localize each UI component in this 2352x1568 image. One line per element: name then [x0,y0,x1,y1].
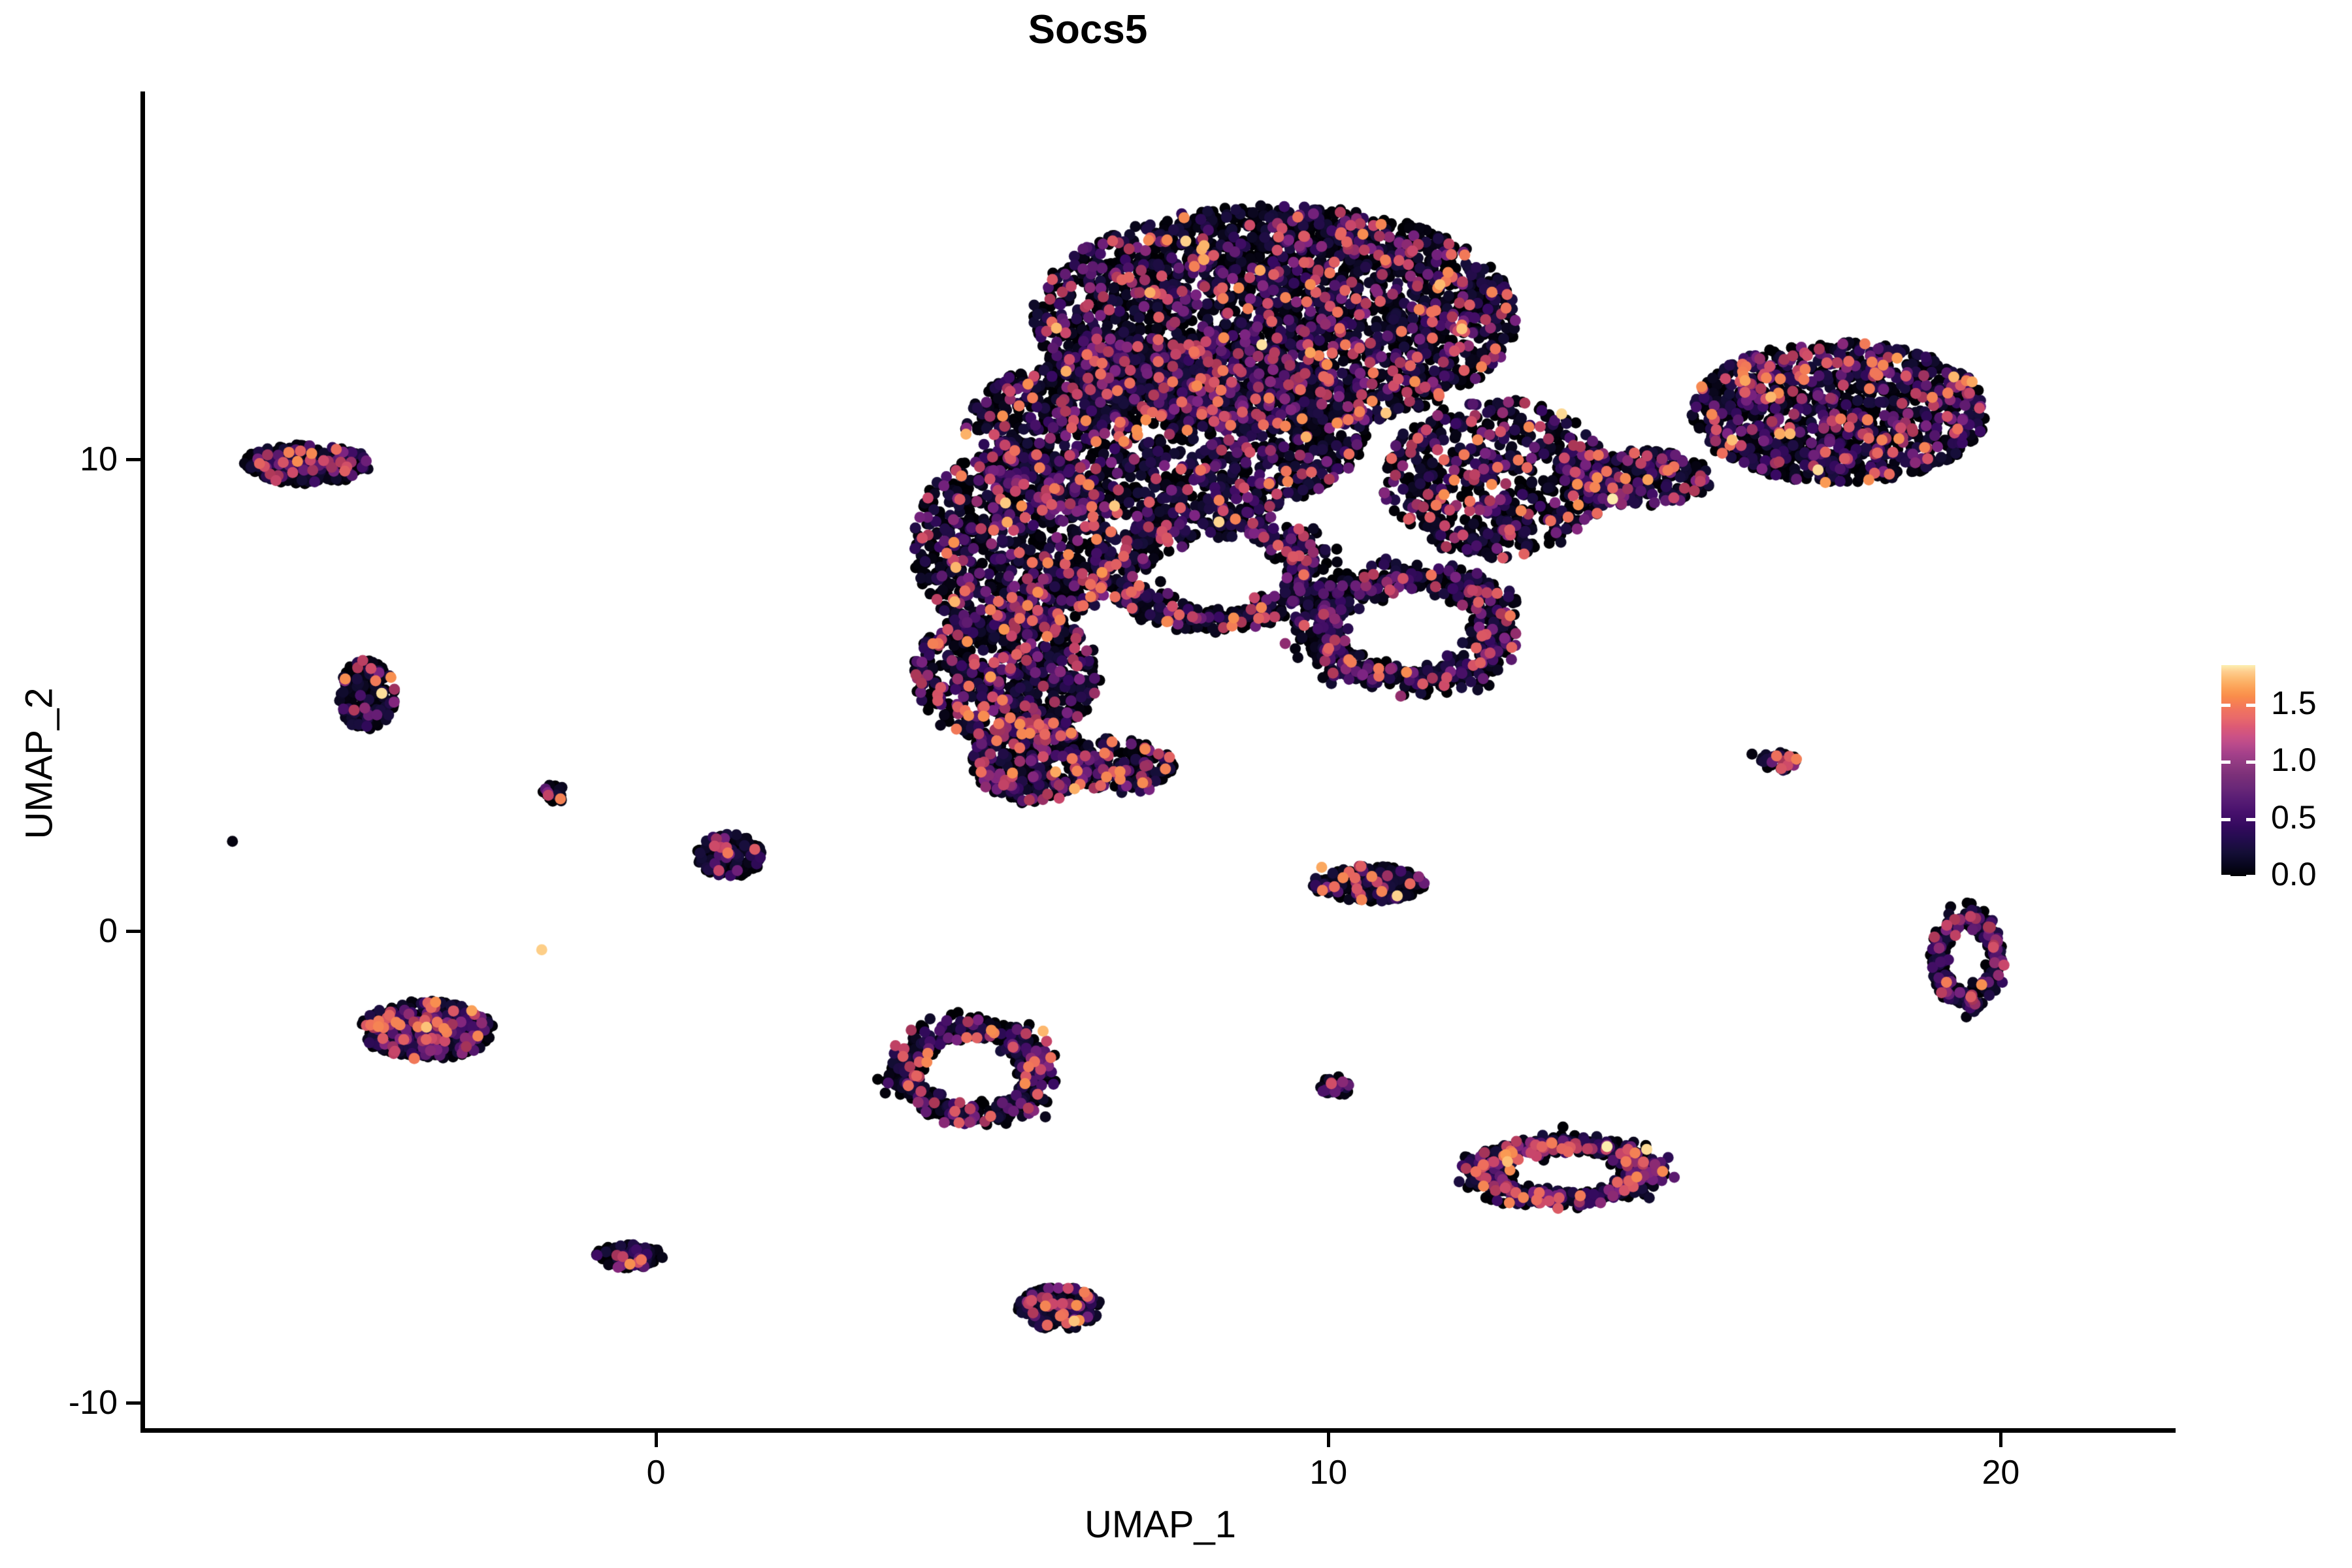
x-tick [1327,1433,1331,1447]
y-axis-line [140,91,145,1433]
colorbar-tick [2246,817,2255,821]
y-tick-label: 0 [99,911,118,950]
colorbar-tick [2246,760,2255,764]
y-tick [126,929,140,933]
colorbar-legend: 0.0 0.5 1.0 1.5 [2221,665,2352,926]
page-title: Socs5 [1028,7,1148,52]
colorbar-tick [2221,875,2230,878]
colorbar-tick-label: 0.0 [2271,856,2317,892]
colorbar-tick [2221,760,2230,764]
colorbar-tick [2221,704,2230,708]
colorbar-tick [2246,704,2255,708]
colorbar-tick [2246,875,2255,878]
y-tick-label: -10 [68,1383,118,1422]
x-tick [1999,1433,2003,1447]
colorbar-tick-label: 1.5 [2271,685,2317,722]
colorbar-gradient [2221,665,2255,876]
x-tick-label: 0 [646,1454,666,1492]
x-tick-label: 10 [1309,1454,1348,1492]
colorbar-tick-label: 1.0 [2271,742,2317,779]
x-axis-line [140,1428,2176,1433]
scatter-canvas [145,91,2176,1431]
y-tick [126,458,140,462]
y-axis-title: UMAP_2 [18,687,61,840]
y-tick-label: 10 [80,440,118,479]
x-tick [655,1433,659,1447]
colorbar-tick-label: 0.5 [2271,798,2317,836]
x-axis-title: UMAP_1 [1084,1503,1237,1546]
colorbar-tick [2221,817,2230,821]
plot-panel [145,91,2176,1431]
x-tick-label: 20 [1982,1454,2020,1492]
y-tick [126,1401,140,1405]
